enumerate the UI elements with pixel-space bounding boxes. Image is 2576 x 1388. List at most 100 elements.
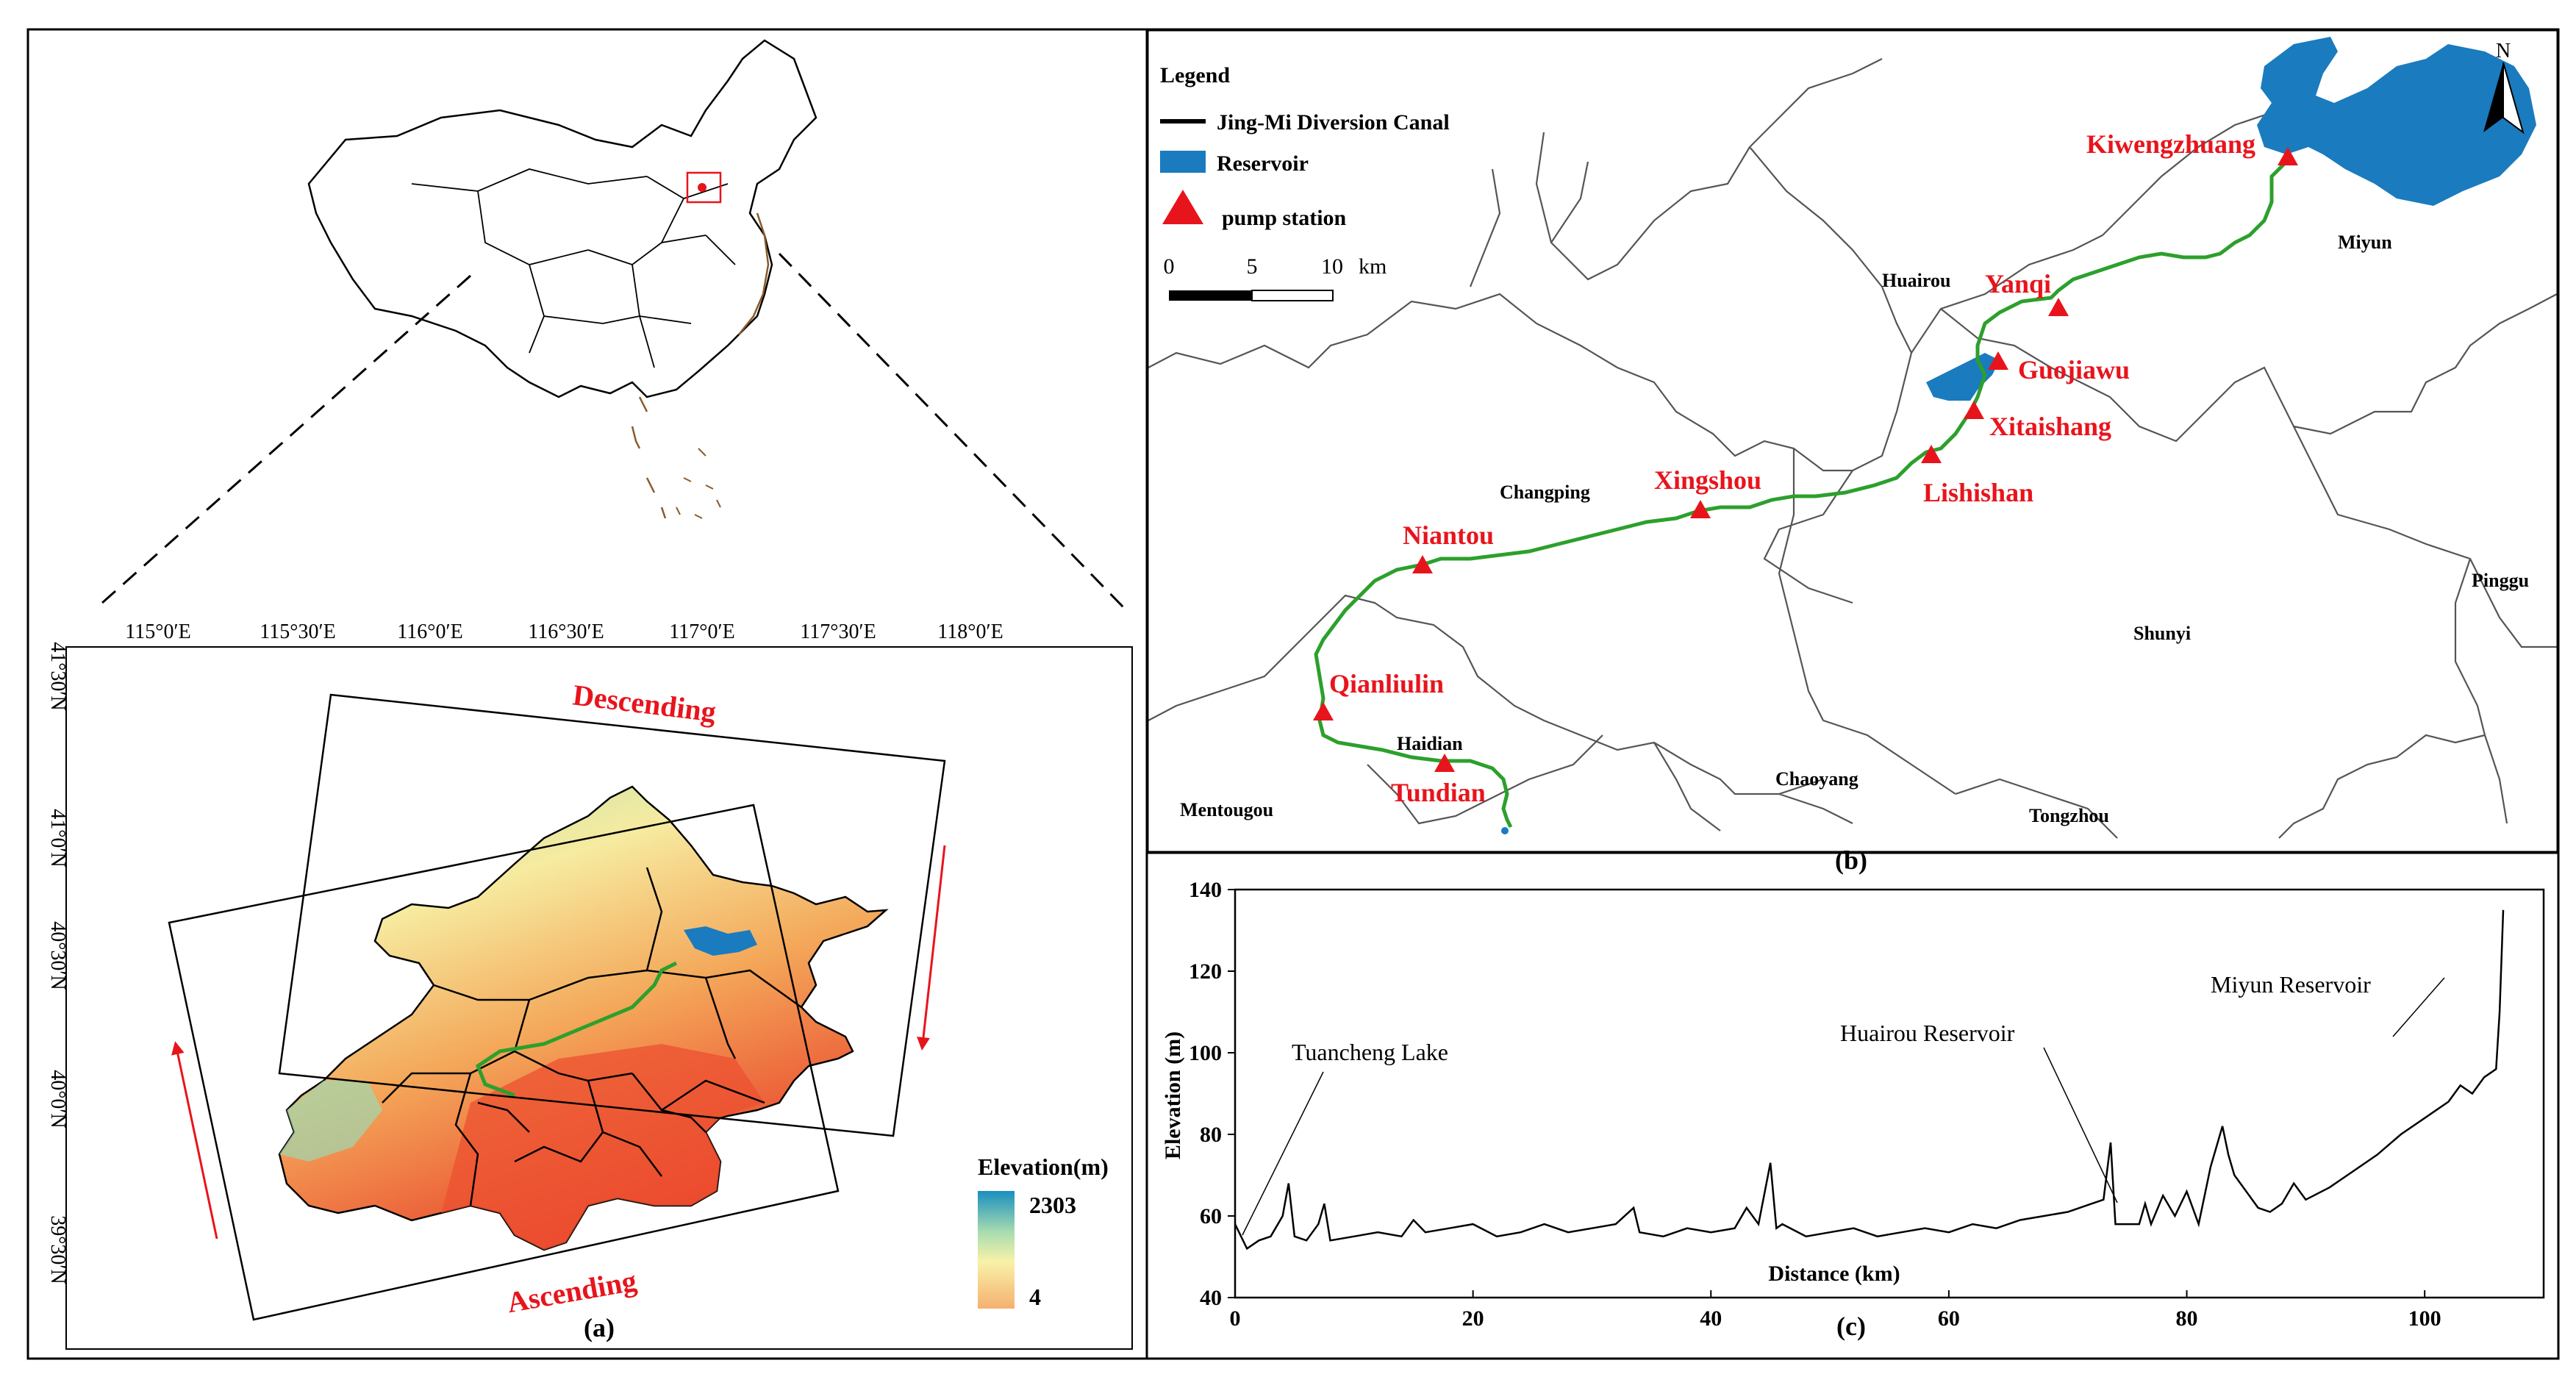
scale-bar-white	[1251, 290, 1334, 301]
district-haidian: Haidian	[1397, 733, 1463, 754]
north-arrow: N	[2483, 40, 2525, 135]
miyun-reservoir	[2257, 37, 2536, 206]
ascending-direction-arrow	[171, 1041, 218, 1239]
ascending-label: Ascending	[504, 1264, 639, 1319]
colorbar-title: Elevation(m)	[978, 1153, 1109, 1180]
x-tick-label: 80	[2176, 1306, 2198, 1331]
pump-label-lishishan: Lishishan	[1923, 478, 2033, 507]
y-tick-label: 40	[1200, 1286, 1222, 1310]
district-labels: Huairou Miyun Changping Shunyi Pinggu Ha…	[1180, 232, 2529, 826]
district-huairou: Huairou	[1882, 270, 1950, 291]
canal-end-point	[1501, 827, 1509, 834]
pump-label-yanqi: Yanqi	[1985, 269, 2051, 298]
annotation-huairou-reservoir: Huairou Reservoir	[1840, 1020, 2015, 1046]
annotation-leader-miyun	[2392, 977, 2445, 1037]
pump-station-marker	[1964, 401, 1984, 419]
panel-a-caption: (a)	[584, 1313, 615, 1342]
pump-label-xitaishang: Xitaishang	[1989, 412, 2111, 441]
map-b-frame	[1148, 30, 2558, 852]
annotation-miyun-reservoir: Miyun Reservoir	[2211, 971, 2371, 998]
zoom-line-right	[778, 252, 1126, 610]
legend-reservoir-label: Reservoir	[1217, 151, 1309, 176]
elevation-profile-line	[1234, 909, 2505, 1251]
annotation-leader-huairou	[2043, 1047, 2118, 1203]
beijing-west-green	[279, 1081, 382, 1162]
descending-direction-arrow	[917, 845, 946, 1051]
lat-tick: 39°30′N	[46, 1215, 69, 1284]
lat-tick: 40°30′N	[46, 921, 69, 990]
legend-canal-label: Jing-Mi Diversion Canal	[1217, 110, 1450, 135]
district-tongzhou: Tongzhou	[2029, 805, 2109, 826]
china-coastline	[631, 212, 770, 519]
legend-pump-swatch	[1162, 190, 1203, 224]
y-tick-label: 100	[1189, 1041, 1222, 1065]
huairou-reservoir	[1926, 353, 2000, 401]
lon-tick-labels: 115°0′E 115°30′E 116°0′E 116°30′E 117°0′…	[125, 620, 1003, 643]
panel-a: 115°0′E 115°30′E 116°0′E 116°30′E 117°0′…	[46, 39, 1133, 1350]
annotation-leader-tuancheng	[1242, 1071, 1324, 1236]
colorbar-min: 4	[1029, 1284, 1041, 1310]
district-mentougou: Mentougou	[1180, 799, 1273, 820]
y-tick-label: 120	[1189, 959, 1222, 984]
descending-swath	[278, 693, 946, 1137]
y-tick-label: 80	[1200, 1123, 1222, 1147]
pump-station-marker	[1434, 754, 1455, 772]
lat-tick: 41°30′N	[46, 642, 69, 711]
lon-tick: 115°0′E	[125, 620, 190, 643]
pump-station-marker	[1313, 702, 1334, 720]
scale-tick: 0	[1164, 254, 1175, 279]
north-arrow-label: N	[2496, 40, 2511, 62]
lat-tick: 41°0′N	[46, 809, 69, 868]
china-map	[307, 39, 817, 398]
pump-label-qianliulin: Qianliulin	[1329, 669, 1444, 698]
lon-tick: 116°0′E	[397, 620, 462, 643]
map-a-frame	[65, 646, 1133, 1350]
colorbar	[978, 1191, 1015, 1309]
figure-frame	[26, 28, 2560, 1360]
pump-station-marker	[2048, 298, 2069, 316]
pump-stations	[1313, 147, 2298, 772]
x-tick-label: 20	[1462, 1306, 1484, 1331]
ascending-swath	[168, 804, 840, 1321]
x-axis-label: Distance (km)	[1768, 1262, 1900, 1286]
x-tick-label: 0	[1230, 1306, 1241, 1331]
beijing-locator-box	[686, 171, 722, 204]
pump-station-marker	[1690, 500, 1711, 518]
district-changping: Changping	[1500, 482, 1590, 503]
pump-station-marker	[1988, 351, 2008, 370]
pump-station-marker	[1412, 555, 1433, 573]
pump-label-niantou: Niantou	[1403, 520, 1494, 550]
lon-tick: 115°30′E	[260, 620, 335, 643]
pump-label-tundian: Tundian	[1391, 778, 1486, 807]
legend: Legend Jing-Mi Diversion Canal Reservoir…	[1160, 63, 1450, 230]
district-miyun: Miyun	[2338, 232, 2392, 253]
district-chaoyang: Chaoyang	[1775, 768, 1858, 790]
pump-station-marker	[2278, 147, 2298, 165]
scale-unit: km	[1359, 254, 1387, 279]
china-province-lines	[411, 168, 736, 368]
jing-mi-diversion-canal	[1314, 159, 2289, 829]
scale-bar: 0 5 10 km	[1164, 254, 1387, 301]
colorbar-max: 2303	[1029, 1192, 1076, 1218]
pump-label-guojiawu: Guojiawu	[2018, 355, 2130, 384]
pump-label-xingshou: Xingshou	[1654, 465, 1761, 495]
north-arrow-right	[2502, 62, 2525, 135]
south-china-sea-islands	[676, 448, 721, 519]
district-shunyi: Shunyi	[2133, 623, 2191, 644]
y-tick-label: 60	[1200, 1204, 1222, 1228]
panel-c-caption: (c)	[1836, 1312, 1866, 1341]
y-axis: 40 60 80 100 120 140	[1189, 878, 1235, 1310]
miyun-reservoir-a	[684, 926, 757, 956]
x-tick-label: 100	[2408, 1306, 2441, 1331]
legend-reservoir-swatch	[1160, 151, 1206, 173]
beijing-locator-dot	[698, 183, 706, 192]
lon-tick: 118°0′E	[937, 620, 1003, 643]
district-pinggu: Pinggu	[2472, 570, 2529, 591]
legend-pump-label: pump station	[1222, 206, 1347, 230]
lat-tick: 40°0′N	[46, 1070, 69, 1128]
pump-station-marker	[1921, 445, 1942, 463]
chart-plot-frame	[1234, 888, 2545, 1299]
lat-tick-labels: 41°30′N 41°0′N 40°30′N 40°0′N 39°30′N	[46, 642, 69, 1284]
x-tick-label: 40	[1700, 1306, 1722, 1331]
